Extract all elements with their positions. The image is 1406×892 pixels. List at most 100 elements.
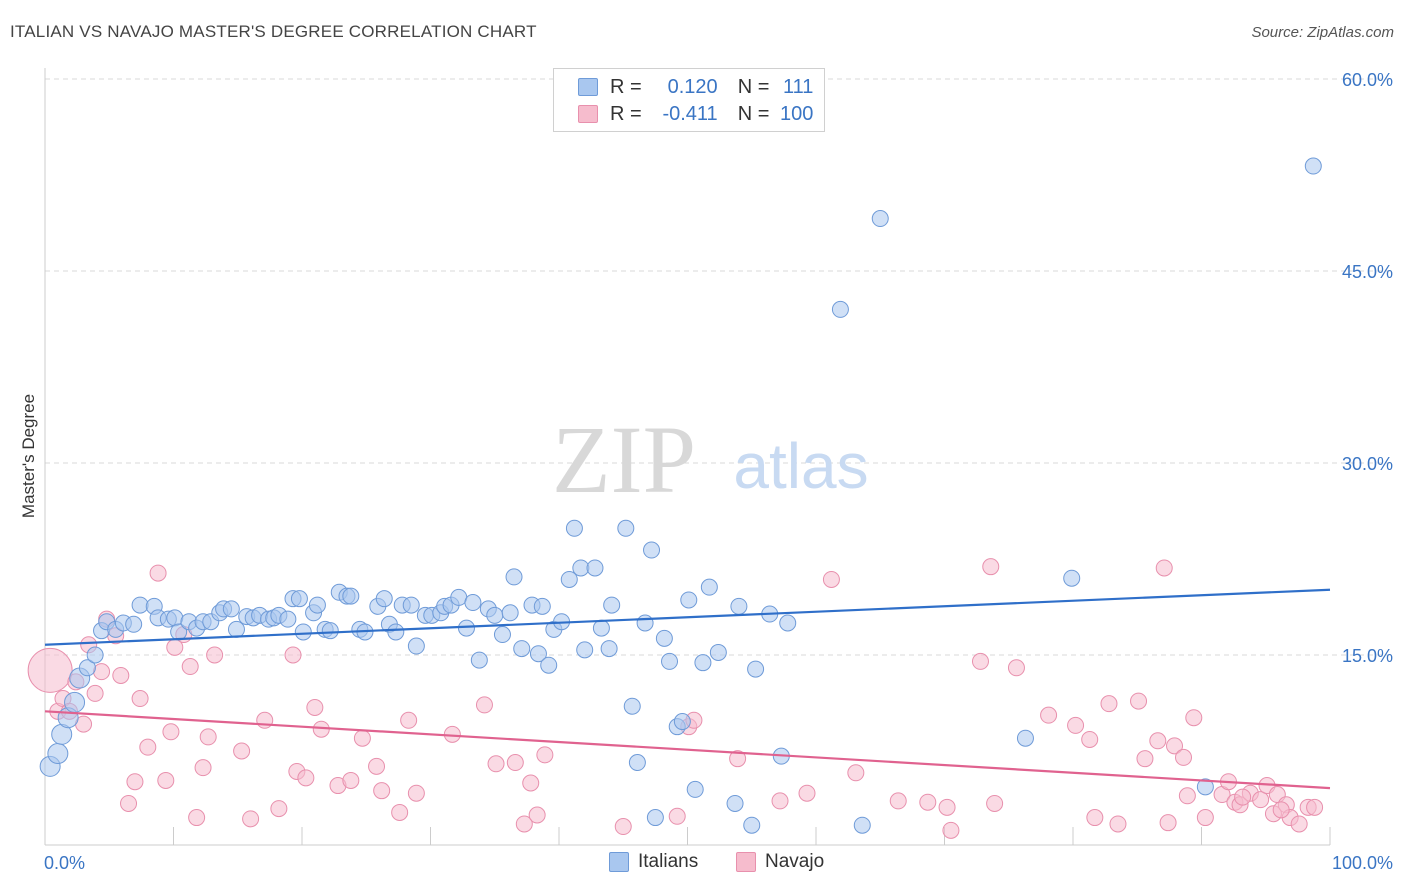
navajo-point — [822, 570, 840, 588]
navajo-point — [771, 792, 789, 810]
italians-points — [39, 157, 1322, 834]
navajo-point — [1130, 692, 1148, 710]
italians-point — [64, 691, 86, 713]
navajo-point — [1100, 695, 1118, 713]
navajo-point — [614, 818, 632, 836]
italians-point — [576, 641, 594, 659]
navajo-point — [1234, 788, 1252, 806]
navajo-point — [1290, 815, 1308, 833]
navajo-point — [506, 754, 524, 772]
legend-row-navajo: R = -0.411 N = 100 — [578, 102, 813, 126]
correlation-legend: R = 0.120 N = 111 R = -0.411 N = 100 — [553, 68, 825, 132]
italians-point — [493, 626, 511, 644]
italians-point — [871, 210, 889, 228]
italians-point — [227, 620, 245, 638]
navajo-trend-line — [44, 710, 1331, 790]
navajo-point — [407, 784, 425, 802]
navajo-point — [528, 806, 546, 824]
y-tick-label: 60.0% — [1342, 70, 1393, 90]
italians-point — [533, 597, 551, 615]
italians-point — [661, 652, 679, 670]
italians-point — [131, 596, 149, 614]
italians-point — [78, 659, 96, 677]
italians-point — [501, 604, 519, 622]
italians-point — [321, 622, 339, 640]
italians-point — [628, 754, 646, 772]
y-axis-label: Master's Degree — [19, 394, 38, 518]
tick-labels: 15.0% 30.0% 45.0% 60.0% 0.0% 100.0% — [44, 70, 1393, 873]
chart-title: ITALIAN VS NAVAJO MASTER'S DEGREE CORREL… — [10, 22, 537, 41]
italians-point — [529, 645, 547, 663]
italians-point — [694, 654, 712, 672]
italians-point — [636, 614, 654, 632]
n-value: 100 — [780, 102, 814, 125]
navajo-point — [297, 769, 315, 787]
italians-point — [831, 300, 849, 318]
navajo-point — [1007, 659, 1025, 677]
navajo-point — [126, 773, 144, 791]
navajo-point — [1252, 791, 1270, 809]
navajo-legend-label: Navajo — [765, 851, 825, 872]
r-value: -0.411 — [662, 102, 718, 125]
italians-point — [470, 651, 488, 669]
italians-point — [779, 614, 797, 632]
x-tick-label: 0.0% — [44, 853, 85, 873]
italians-point — [294, 623, 312, 641]
navajo-point — [391, 803, 409, 821]
italians-swatch — [578, 78, 598, 96]
navajo-point — [986, 794, 1004, 812]
italians-point — [342, 587, 360, 605]
italians-point — [673, 713, 691, 731]
italians-point — [387, 623, 405, 641]
r-label: R = — [610, 75, 642, 98]
navajo-point — [1136, 750, 1154, 768]
navajo-point — [1196, 809, 1214, 827]
navajo-swatch — [578, 105, 598, 123]
navajo-point — [284, 646, 302, 664]
italians-point — [617, 519, 635, 537]
watermark-zip: ZIP — [552, 406, 696, 513]
italians-point — [464, 594, 482, 612]
navajo-point — [1040, 706, 1058, 724]
navajo-point — [971, 652, 989, 670]
navajo-point — [1306, 798, 1324, 816]
navajo-point — [729, 750, 747, 768]
navajo-point — [206, 646, 224, 664]
navajo-point — [1086, 809, 1104, 827]
n-label: N = — [737, 75, 770, 98]
navajo-point — [131, 690, 149, 708]
italians-point — [47, 743, 69, 765]
italians-point — [726, 794, 744, 812]
italians-point — [1304, 157, 1322, 175]
italians-point — [486, 606, 504, 624]
navajo-points — [27, 558, 1324, 839]
italians-point — [513, 640, 531, 658]
navajo-point — [181, 658, 199, 676]
navajo-point — [188, 809, 206, 827]
navajo-point — [368, 757, 386, 775]
series-legend: Italians Navajo — [0, 851, 1406, 877]
italians-point — [747, 660, 765, 678]
r-label: R = — [610, 102, 642, 125]
navajo-point — [942, 821, 960, 839]
navajo-point — [194, 759, 212, 777]
n-label: N = — [737, 102, 770, 125]
y-tick-label: 30.0% — [1342, 454, 1393, 474]
italians-point — [565, 519, 583, 537]
navajo-point — [847, 764, 865, 782]
navajo-point — [233, 742, 251, 760]
italians-point — [375, 590, 393, 608]
navajo-point — [1109, 815, 1127, 833]
navajo-point — [515, 815, 533, 833]
italians-point — [600, 640, 618, 658]
navajo-point — [1272, 801, 1290, 819]
navajo-point — [112, 666, 130, 684]
navajo-point — [982, 558, 1000, 576]
navajo-point — [1178, 787, 1196, 805]
italians-point — [686, 780, 704, 798]
navajo-point — [400, 711, 418, 729]
navajo-point — [889, 792, 907, 810]
navajo-point — [270, 800, 288, 818]
n-value: 111 — [782, 75, 814, 98]
italians-point — [743, 816, 761, 834]
